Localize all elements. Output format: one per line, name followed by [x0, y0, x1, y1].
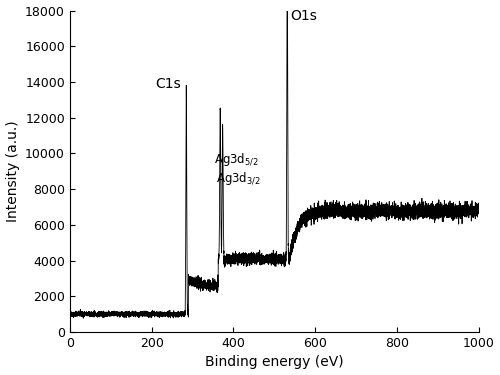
- Text: O1s: O1s: [290, 9, 318, 23]
- Text: Ag3d$_{5/2}$: Ag3d$_{5/2}$: [214, 151, 258, 168]
- Y-axis label: Intensity (a.u.): Intensity (a.u.): [6, 120, 20, 222]
- X-axis label: Binding energy (eV): Binding energy (eV): [205, 356, 344, 369]
- Text: C1s: C1s: [155, 77, 181, 91]
- Text: Ag3d$_{3/2}$: Ag3d$_{3/2}$: [216, 171, 261, 188]
